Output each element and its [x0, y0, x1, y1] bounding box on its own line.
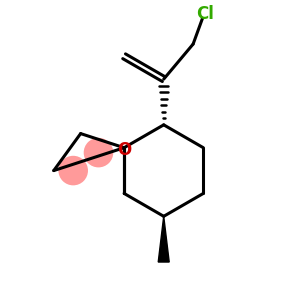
Text: Cl: Cl [196, 5, 214, 23]
Circle shape [84, 138, 113, 167]
Circle shape [58, 156, 88, 185]
Polygon shape [158, 216, 169, 262]
Text: O: O [117, 141, 131, 159]
